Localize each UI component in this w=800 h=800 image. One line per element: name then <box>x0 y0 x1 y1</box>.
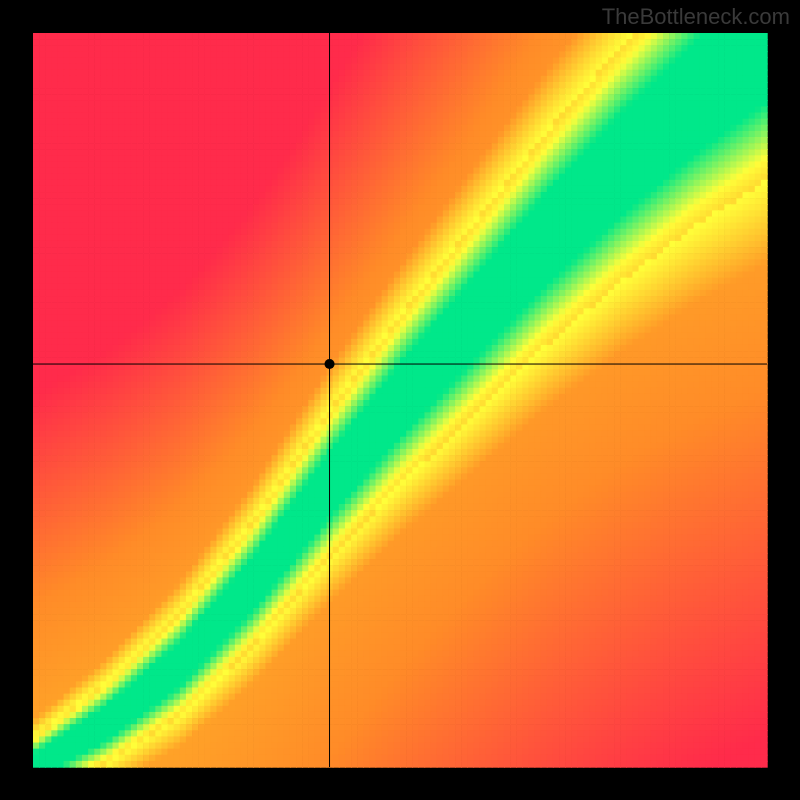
heatmap-canvas <box>0 0 800 800</box>
watermark-text: TheBottleneck.com <box>602 4 790 30</box>
chart-container: TheBottleneck.com <box>0 0 800 800</box>
